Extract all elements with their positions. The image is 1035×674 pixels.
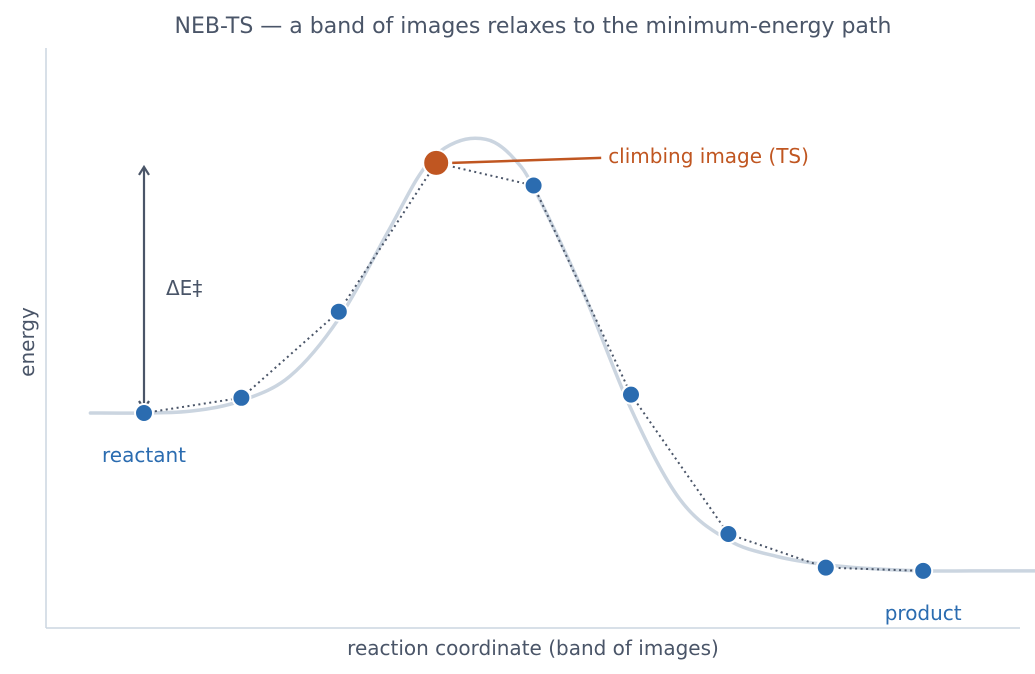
image-point-5 [621,384,641,405]
x-axis-label: reaction coordinate (band of images) [347,636,719,660]
image-point-0 [134,403,154,423]
minimum-energy-path [88,136,1035,573]
barrier-label: ΔE‡ [166,276,202,300]
climbing-image-leader-line [452,156,602,165]
image-point-1 [231,387,252,408]
image-point-7 [815,557,836,578]
image-point-8 [913,560,934,581]
image-band-line [143,161,924,572]
climbing-image-label: climbing image (TS) [608,144,809,168]
reactant-label: reactant [102,443,186,467]
image-point-4 [523,175,544,196]
climbing-image-point [422,148,451,177]
chart-title: NEB-TS — a band of images relaxes to the… [175,14,892,39]
image-point-6 [718,524,739,544]
product-label: product [885,601,962,625]
y-axis-label: energy [15,307,39,377]
barrier-arrow-head-top [138,164,150,176]
barrier-arrow [138,164,150,412]
image-point-2 [328,301,349,322]
image-points [134,148,934,581]
